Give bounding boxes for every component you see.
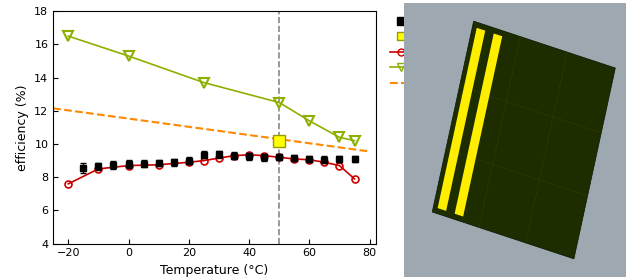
Polygon shape (432, 21, 615, 259)
Polygon shape (454, 34, 502, 216)
Polygon shape (438, 28, 485, 211)
Y-axis label: efficiency (%): efficiency (%) (16, 84, 29, 171)
Legend: DSSC normalised, DSSC estimated, DSSC experimental, Poly-Si experimental, CdTe e: DSSC normalised, DSSC estimated, DSSC ex… (390, 16, 520, 88)
X-axis label: Temperature (°C): Temperature (°C) (160, 264, 269, 277)
